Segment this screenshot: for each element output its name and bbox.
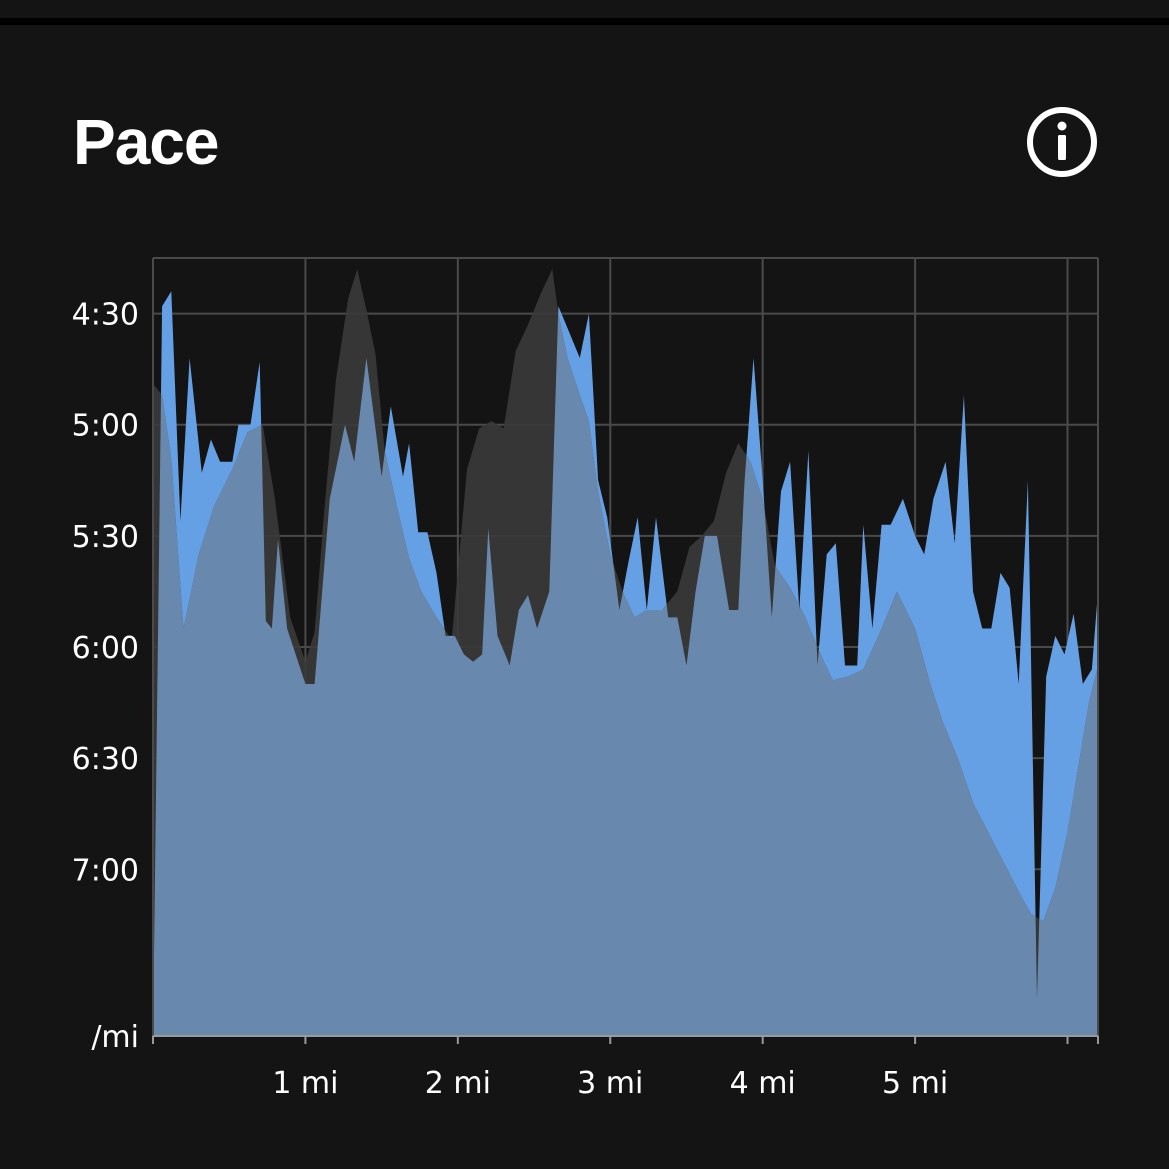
y-tick-label: 7:00: [72, 853, 139, 888]
y-unit-label: /mi: [91, 1020, 139, 1055]
y-axis-labels: 4:30 5:00 5:30 6:00 6:30 7:00/mi: [72, 298, 139, 1055]
page-title: Pace: [73, 106, 219, 178]
x-tick-label: 5 mi: [882, 1066, 948, 1101]
y-tick-label: 4:30: [72, 298, 139, 333]
chart-frame: [152, 257, 1099, 1044]
y-tick-label: 5:00: [72, 409, 139, 444]
x-tick-label: 4 mi: [730, 1066, 796, 1101]
x-tick-label: 1 mi: [272, 1066, 338, 1101]
y-tick-label: 6:00: [72, 631, 139, 666]
y-tick-label: 5:30: [72, 520, 139, 555]
x-tick-label: 2 mi: [425, 1066, 491, 1101]
x-axis-labels: 1 mi 2 mi 3 mi 4 mi 5 mi: [272, 1066, 948, 1101]
info-circle-icon: [1027, 107, 1097, 177]
top-bar: [0, 0, 1169, 18]
overlap-area: [153, 291, 1098, 1036]
info-button[interactable]: [1026, 106, 1098, 178]
top-divider: [0, 18, 1169, 25]
x-tick-label: 3 mi: [577, 1066, 643, 1101]
y-tick-label: 6:30: [72, 742, 139, 777]
